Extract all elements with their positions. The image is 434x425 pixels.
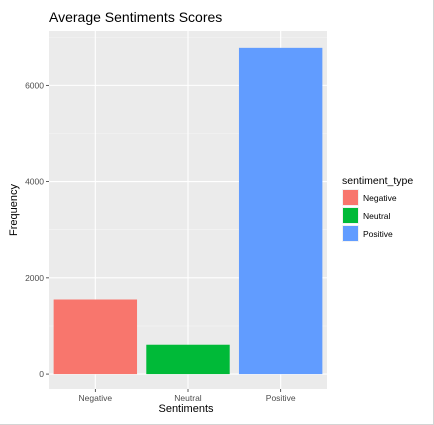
legend: sentiment_type Negative Neutral Positive xyxy=(342,175,413,242)
legend-item: Positive xyxy=(342,225,393,242)
y-tick-label: 4000 xyxy=(25,177,44,187)
x-tick-label: Neutral xyxy=(174,393,202,403)
y-tick-label: 0 xyxy=(39,369,44,379)
x-axis-title: Sentiments xyxy=(158,403,214,415)
bar-negative xyxy=(54,300,137,375)
legend-label: Negative xyxy=(363,193,397,203)
legend-swatch-negative xyxy=(343,190,358,205)
legend-label: Positive xyxy=(363,229,393,239)
legend-item: Negative xyxy=(342,189,397,206)
legend-label: Neutral xyxy=(363,211,391,221)
legend-items: Negative Neutral Positive xyxy=(342,189,397,242)
legend-swatch-neutral xyxy=(343,208,358,223)
x-tick-label: Positive xyxy=(266,393,296,403)
chart-title: Average Sentiments Scores xyxy=(49,9,222,25)
x-tick-label: Negative xyxy=(79,393,113,403)
bar-positive xyxy=(239,48,322,374)
y-tick-label: 6000 xyxy=(25,80,44,90)
legend-title: sentiment_type xyxy=(342,175,413,187)
legend-swatch-positive xyxy=(343,226,358,241)
y-axis-ticks: 0 2000 4000 6000 xyxy=(25,80,49,379)
y-tick-label: 2000 xyxy=(25,273,44,283)
bar-neutral xyxy=(146,345,229,374)
legend-item: Neutral xyxy=(342,207,391,224)
y-axis-title: Frequency xyxy=(8,184,20,236)
x-axis-ticks: Negative Neutral Positive xyxy=(79,389,296,403)
